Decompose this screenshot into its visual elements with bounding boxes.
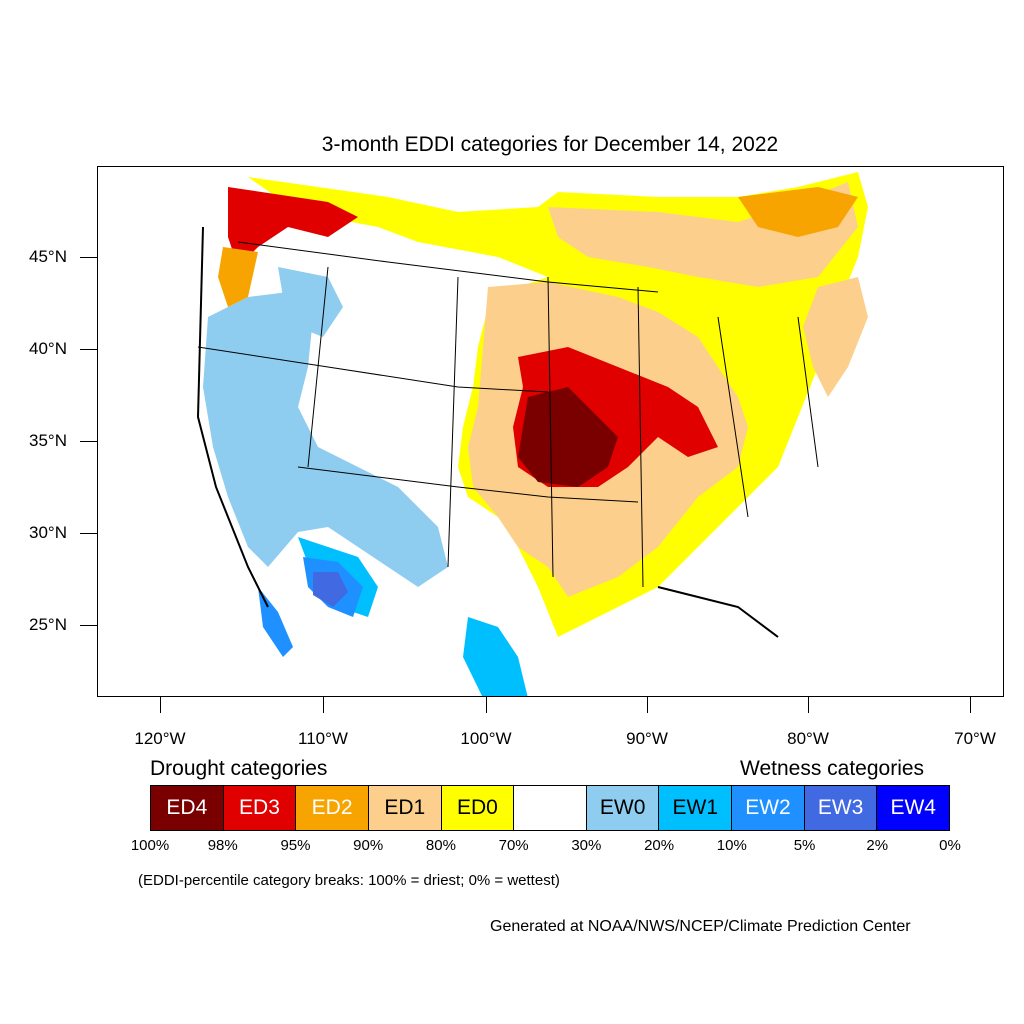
wetness-heading: Wetness categories [740,757,925,780]
legend-box-ew1: EW1 [659,786,733,830]
boundary-lines [196,226,819,638]
legend-box-neutral [514,786,587,830]
percentile-label: 70% [498,837,529,854]
percentile-label: 80% [425,837,456,854]
percentile-label: 10% [716,837,747,854]
lat-label: 35°N [29,431,67,450]
lon-tick [486,697,487,713]
category-note: (EDDI-percentile category breaks: 100% =… [138,872,560,889]
region-ed2-northwest [218,247,258,307]
legend-colorbar: ED4 ED3 ED2 ED1 ED0 EW0 EW1 EW2 EW3 EW4 [150,785,950,831]
lat-tick [80,625,97,626]
lon-tick [647,697,648,713]
legend-box-ew2: EW2 [732,786,805,830]
percentile-label: 98% [207,837,238,854]
percentile-label: 95% [280,837,311,854]
lat-label: 25°N [29,615,67,634]
region-ew3-mexico [313,572,348,607]
lat-tick [80,257,97,258]
percentile-label: 5% [793,837,816,854]
credit-text: Generated at NOAA/NWS/NCEP/Climate Predi… [490,918,911,935]
lon-label: 70°W [954,729,996,748]
percentile-label: 30% [571,837,602,854]
legend-box-ed3: ED3 [223,786,297,830]
lon-label: 110°W [298,729,348,748]
lon-label: 80°W [787,729,829,748]
region-ew1-texas [463,617,528,696]
lon-label: 120°W [134,729,186,748]
legend-box-ed1: ED1 [368,786,442,830]
legend-box-ew0: EW0 [586,786,660,830]
legend-box-ed2: ED2 [296,786,369,830]
region-ed4-central [518,387,618,487]
legend-box-ew3: EW3 [804,786,878,830]
lat-tick [80,441,97,442]
lon-label: 90°W [626,729,668,748]
lat-label: 30°N [29,523,67,542]
percentile-label: 100% [130,837,170,854]
region-ew0-west [203,292,448,587]
eddi-map [196,172,908,696]
percentile-label: 20% [644,837,675,854]
lat-tick [80,349,97,350]
drought-regions [218,172,868,637]
percentile-label: 0% [939,837,961,854]
lat-tick [80,533,97,534]
legend-box-ew4: EW4 [877,786,950,830]
lon-tick [160,697,161,713]
percentile-label: 2% [866,837,889,854]
legend-box-ed0: ED0 [441,786,515,830]
lat-label: 45°N [29,247,67,266]
region-ed3-northwest [228,187,358,267]
region-ed1-northeast [803,277,868,397]
lat-label: 40°N [29,339,67,358]
latitude-axis: 45°N 40°N 35°N 30°N 25°N [0,0,97,1024]
region-ed2-north [738,187,858,237]
map-frame [97,166,1004,697]
lon-tick [970,697,971,713]
drought-heading: Drought categories [150,757,328,780]
lon-tick [323,697,324,713]
lon-label: 100°W [460,729,512,748]
percentile-label: 90% [353,837,384,854]
legend-box-ed4: ED4 [151,786,224,830]
map-title: 3-month EDDI categories for December 14,… [321,133,779,156]
lon-tick [808,697,809,713]
